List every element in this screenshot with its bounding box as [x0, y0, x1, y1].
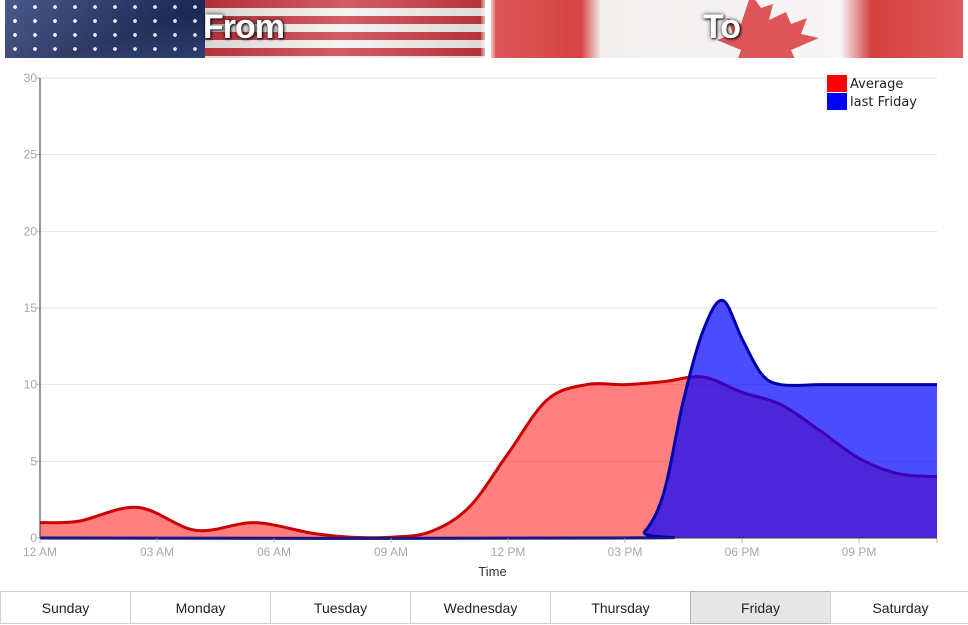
tab-friday[interactable]: Friday — [690, 591, 831, 624]
y-tick-label: 30 — [24, 71, 38, 85]
chart-series — [39, 298, 938, 540]
x-tick-label: 12 PM — [491, 545, 526, 559]
x-tick-label: 12 AM — [23, 545, 57, 559]
country-banner: From To — [5, 0, 963, 58]
x-tick-label: 09 AM — [374, 545, 408, 559]
day-tabs: Sunday Monday Tuesday Wednesday Thursday Frid… — [0, 591, 968, 625]
from-flag-panel — [5, 0, 485, 58]
x-tick-label: 03 PM — [608, 545, 643, 559]
y-tick-label: 20 — [24, 224, 38, 238]
y-tick-label: 25 — [24, 148, 38, 162]
chart-legend: Average last Friday — [827, 75, 917, 110]
tab-tuesday[interactable]: Tuesday — [270, 591, 411, 624]
legend-label-last-friday: last Friday — [850, 95, 917, 110]
tab-saturday[interactable]: Saturday — [830, 591, 968, 624]
chart-axes: 0 5 10 15 20 25 30 12 AM 03 AM 06 AM 09 AM 12 PM 03 … — [23, 71, 938, 559]
y-tick-label: 15 — [24, 301, 38, 315]
tab-sunday[interactable]: Sunday — [0, 591, 131, 624]
x-tick-label: 09 PM — [842, 545, 877, 559]
legend-swatch-average — [827, 75, 847, 92]
y-tick-label: 5 — [30, 454, 37, 468]
to-label: To — [703, 8, 741, 46]
from-label: From — [203, 8, 285, 46]
tab-thursday[interactable]: Thursday — [550, 591, 691, 624]
x-axis-title: Time — [478, 564, 506, 579]
x-tick-label: 06 AM — [257, 545, 291, 559]
us-flag-icon — [5, 0, 205, 58]
legend-label-average: Average — [850, 77, 903, 92]
legend-swatch-last-friday — [827, 93, 847, 110]
canada-flag-icon — [717, 0, 819, 58]
tab-monday[interactable]: Monday — [130, 591, 271, 624]
x-tick-label: 06 PM — [725, 545, 760, 559]
to-flag-panel — [491, 0, 963, 58]
y-tick-label: 10 — [24, 378, 38, 392]
tab-wednesday[interactable]: Wednesday — [410, 591, 551, 624]
traffic-chart: 0 5 10 15 20 25 30 12 AM 03 AM 06 AM 09 AM 12 PM 03 … — [23, 71, 938, 579]
x-tick-label: 03 AM — [140, 545, 174, 559]
y-tick-label: 0 — [30, 531, 37, 545]
area-last-friday — [40, 300, 937, 539]
